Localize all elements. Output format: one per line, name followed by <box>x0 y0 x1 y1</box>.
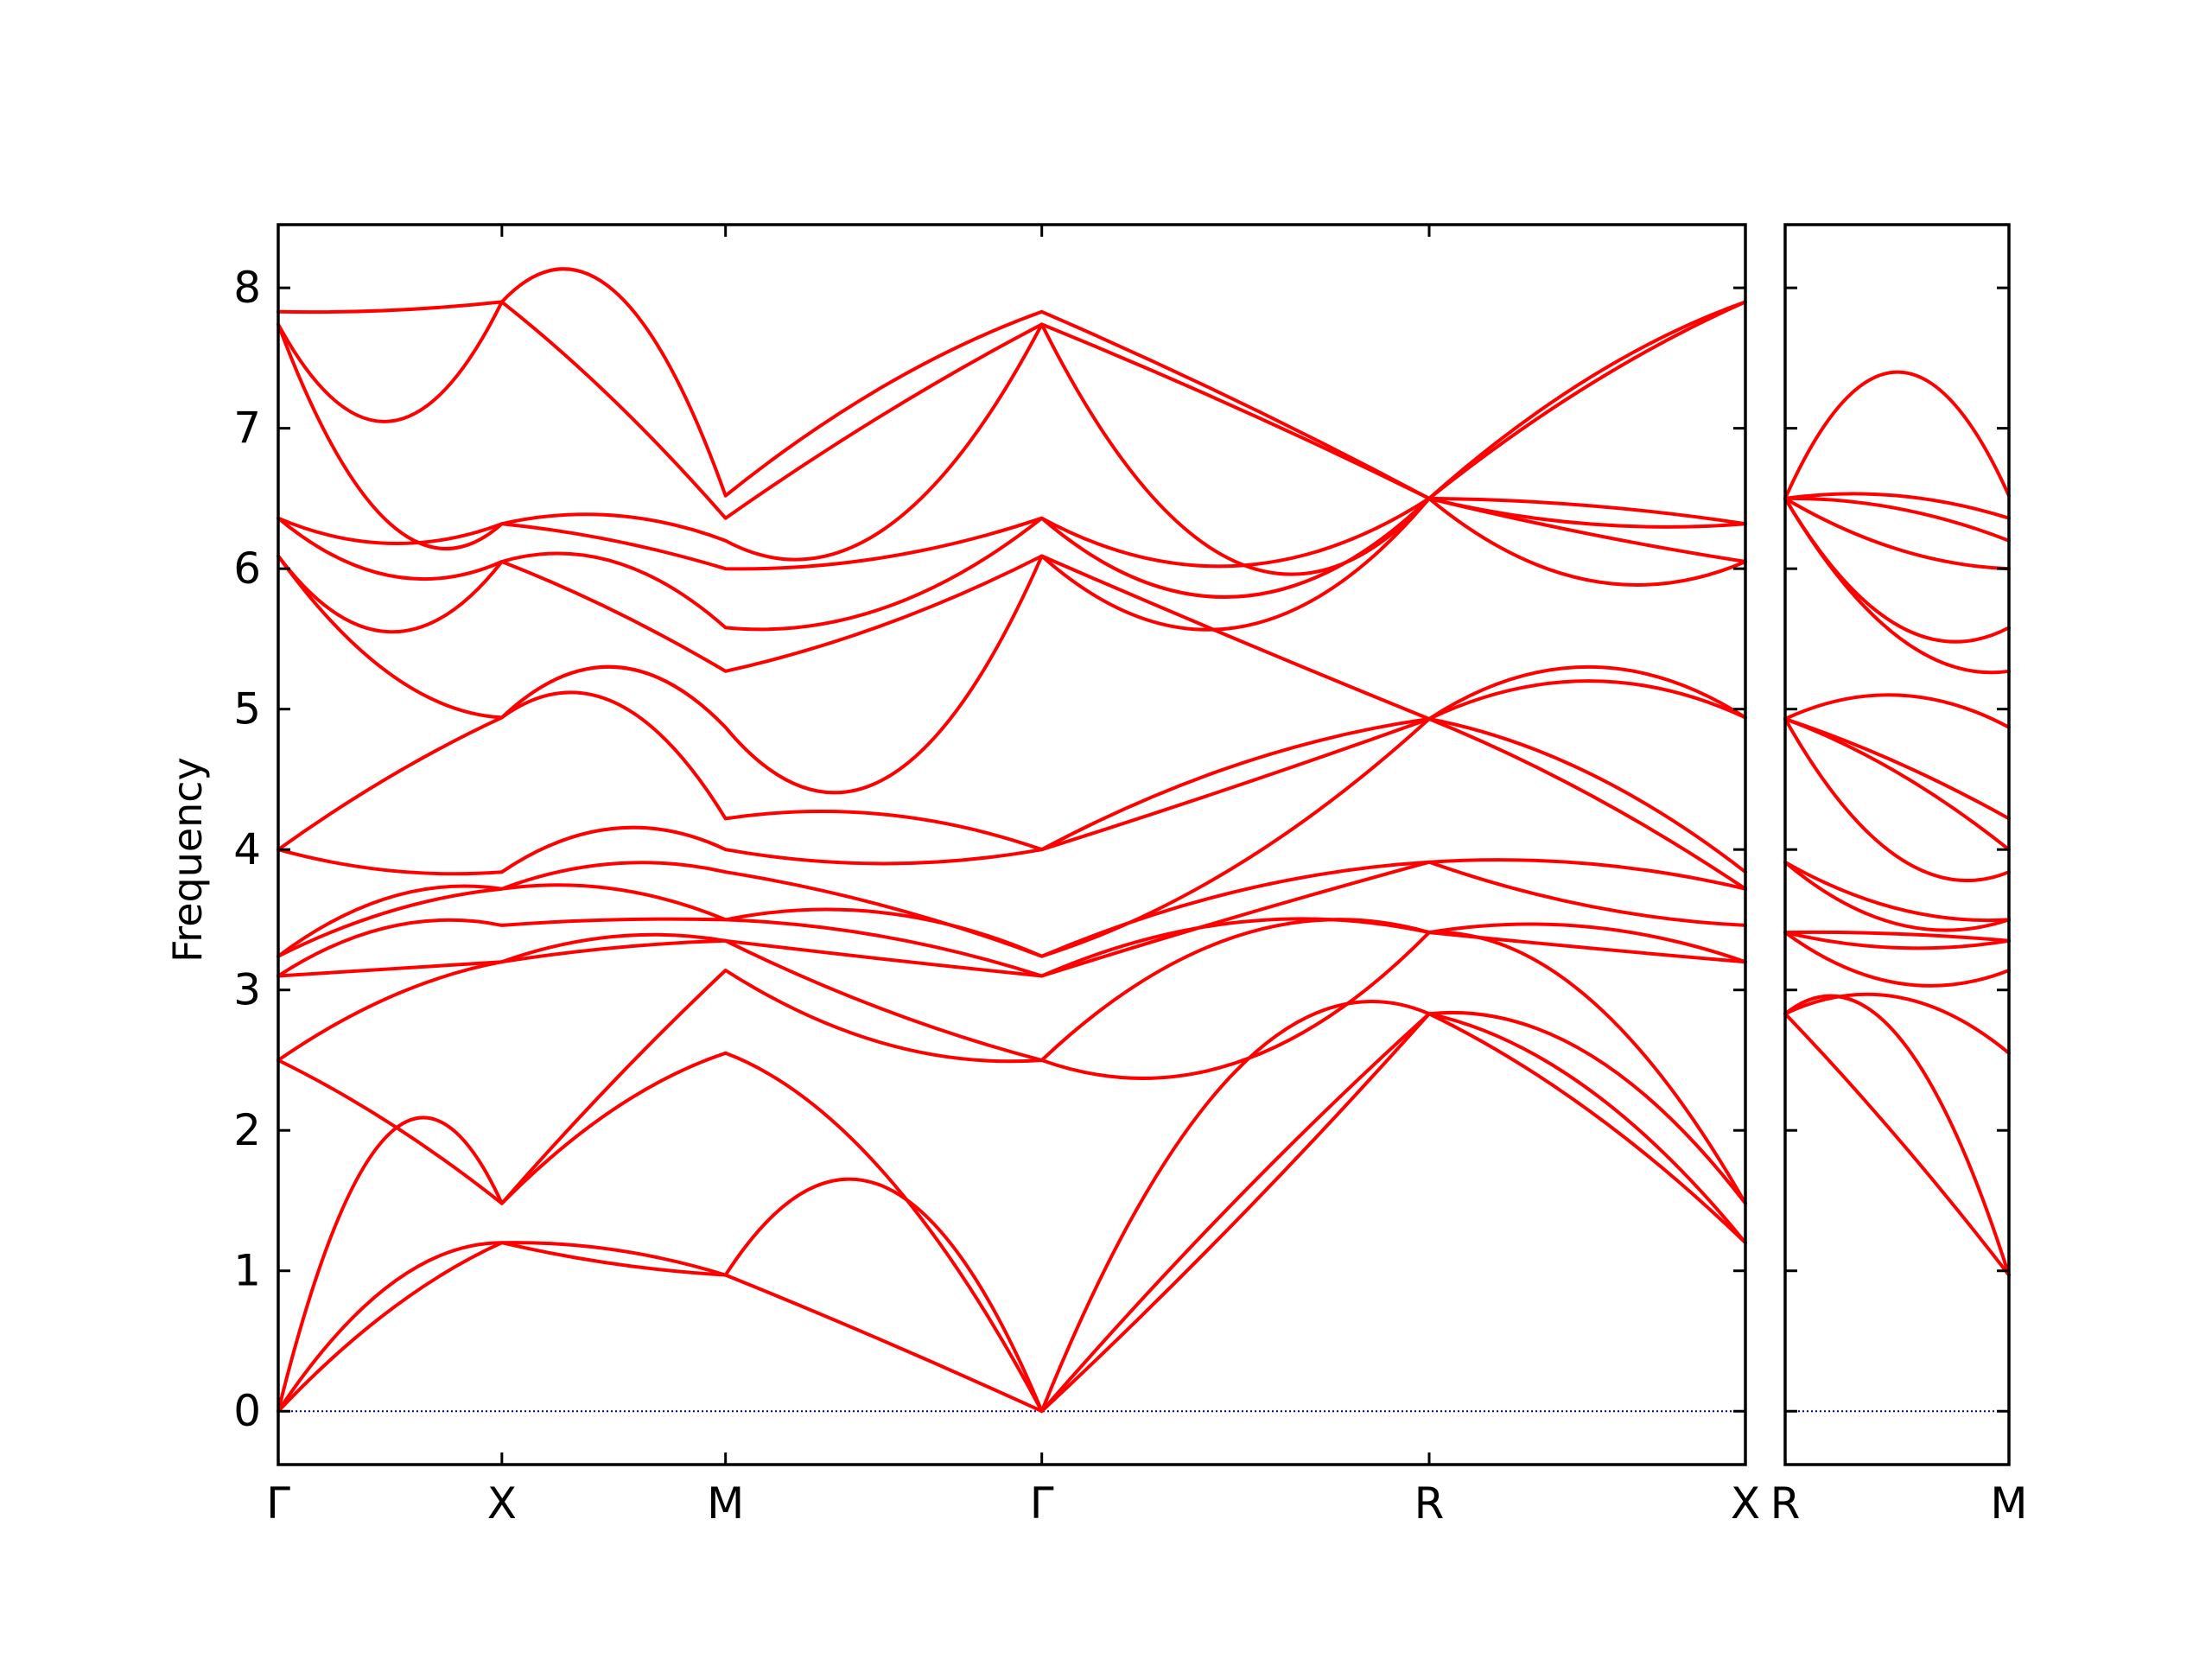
band-1-6 <box>276 917 1747 978</box>
x-tick-label: R <box>1770 1478 1801 1529</box>
y-tick-label: 4 <box>233 824 261 874</box>
band-2-13 <box>1783 496 2011 675</box>
band-2-4 <box>1783 931 2011 988</box>
x-tick-label: Γ <box>266 1478 290 1529</box>
y-axis-label: Frequency <box>164 757 211 963</box>
band-2-7 <box>1783 860 2011 932</box>
y-tick-label: 3 <box>233 965 261 1015</box>
band-2-17 <box>1783 492 2011 520</box>
band-2-11 <box>1783 717 2011 821</box>
band-1-4 <box>276 931 1747 1205</box>
panel-frames <box>276 223 2011 1466</box>
y-tick-labels: 0 1 2 3 4 5 6 7 8 <box>233 263 261 1436</box>
y-tick-label: 8 <box>233 263 261 313</box>
band-1-5 <box>276 918 1747 1062</box>
y-tick-label: 7 <box>233 404 261 454</box>
x-tick-label: R <box>1414 1478 1445 1529</box>
y-tick-label: 5 <box>233 684 261 734</box>
band-1-16 <box>276 322 1747 576</box>
y-tick-label: 1 <box>233 1246 261 1296</box>
panel-frame-2 <box>1783 223 2011 1466</box>
band-1-1 <box>276 1012 1747 1414</box>
band-2-6 <box>1783 930 2011 943</box>
band-1-9 <box>276 717 1747 958</box>
band-1-12 <box>276 554 1747 795</box>
band-2-9 <box>1783 717 2011 883</box>
band-2-2 <box>1783 994 2011 1277</box>
y-tick-label: 2 <box>233 1105 261 1155</box>
x-tick-label: Γ <box>1030 1478 1054 1529</box>
panel-frame-1 <box>276 223 1747 1466</box>
band-1-17 <box>276 300 1747 520</box>
band-1-3 <box>276 1000 1747 1414</box>
y-tick-label: 0 <box>233 1386 261 1436</box>
x-tick-label: M <box>1990 1478 2027 1529</box>
band-2-3 <box>1783 992 2011 1055</box>
axis-ticks <box>276 225 2011 1465</box>
band-1-2 <box>276 1012 1747 1414</box>
band-1-18 <box>276 267 1747 500</box>
band-2-8 <box>1783 860 2011 923</box>
band-2-16 <box>1783 496 2011 543</box>
band-2-14 <box>1783 496 2011 644</box>
band-2-12 <box>1783 693 2011 729</box>
x-tick-label: X <box>487 1478 517 1529</box>
band-2-10 <box>1783 717 2011 852</box>
band-1-13 <box>276 496 1747 673</box>
x-tick-label: M <box>707 1478 744 1529</box>
y-tick-label: 6 <box>233 543 261 594</box>
band-1-11 <box>276 679 1747 852</box>
band-2-5 <box>1783 931 2011 950</box>
band-1-7 <box>276 860 1747 978</box>
band-lines <box>276 267 2011 1414</box>
band-1-10 <box>276 717 1747 876</box>
band-2-1 <box>1783 1012 2011 1277</box>
band-2-18 <box>1783 370 2011 500</box>
band-2-15 <box>1783 496 2011 571</box>
x-tick-label: X <box>1731 1478 1760 1529</box>
